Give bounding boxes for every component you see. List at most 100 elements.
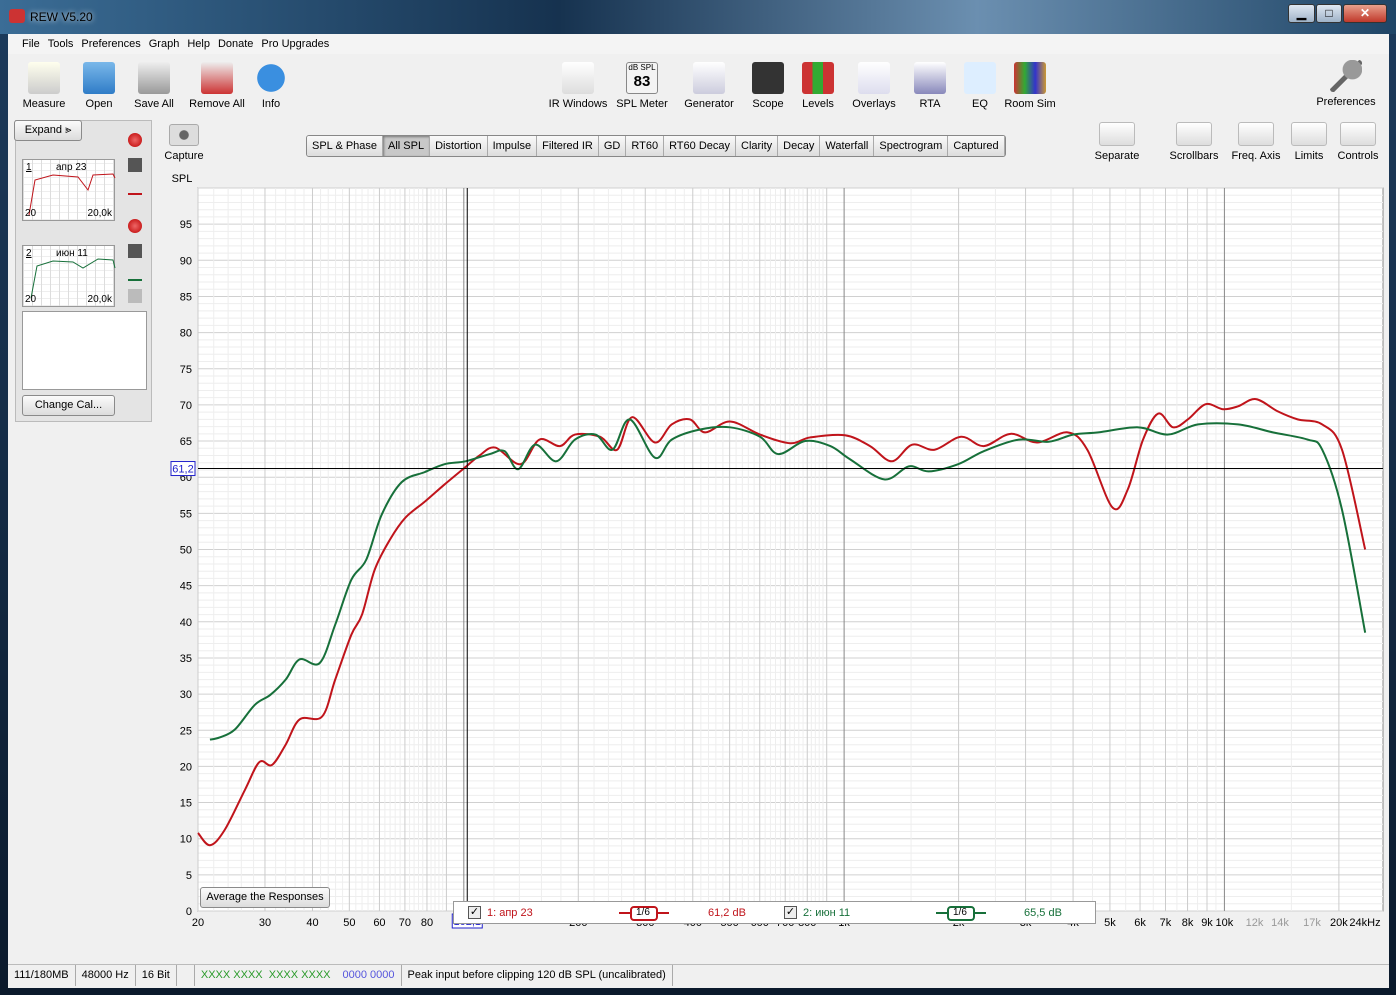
rta-button[interactable]: RTA: [900, 62, 960, 110]
smoothing-2-label: 1/6: [953, 907, 967, 918]
tab-spectrogram[interactable]: Spectrogram: [874, 136, 949, 156]
measurement-2-thumbnail[interactable]: 2 июн 11 20 20,0k: [22, 245, 116, 307]
control-label: Controls: [1337, 150, 1379, 162]
tab-filtered-ir[interactable]: Filtered IR: [537, 136, 599, 156]
toolbar-label: Info: [261, 98, 281, 110]
y-tick-label: 50: [180, 545, 192, 557]
remove-all-button[interactable]: Remove All: [187, 62, 247, 110]
x-tick-label: 7k: [1160, 917, 1172, 929]
remove-measurement-1-icon[interactable]: [128, 133, 142, 147]
measurement-1-checkbox[interactable]: ✓: [468, 906, 481, 919]
toolbar-label: Save All: [134, 98, 174, 110]
limits-button[interactable]: Limits: [1282, 122, 1336, 162]
minimize-button[interactable]: ▁: [1288, 4, 1315, 23]
preferences-button[interactable]: Preferences: [1311, 60, 1381, 108]
overlays-icon: [858, 62, 890, 94]
y-tick-label: 65: [180, 436, 192, 448]
toolbar-label: SPL Meter: [616, 98, 668, 110]
legend-label-1: 1: апр 23: [487, 907, 533, 919]
tab-decay[interactable]: Decay: [778, 136, 821, 156]
menu-graph[interactable]: Graph: [148, 38, 180, 50]
smoothing-1-icon[interactable]: [619, 906, 669, 921]
scope-button[interactable]: Scope: [738, 62, 798, 110]
save-measurement-2-icon[interactable]: [128, 244, 142, 258]
notes-area[interactable]: [22, 311, 147, 390]
tab-impulse[interactable]: Impulse: [487, 136, 538, 156]
open-button[interactable]: Open: [69, 62, 129, 110]
graph-legend: ✓ 1: апр 23 1/6 61,2 dB ✓ 2: июн 11 1/6 …: [453, 901, 1096, 924]
eq-button[interactable]: EQ: [950, 62, 1010, 110]
freq-axis-button[interactable]: Freq. Axis: [1226, 122, 1286, 162]
notes-icon[interactable]: [128, 289, 142, 303]
overlays-button[interactable]: Overlays: [844, 62, 904, 110]
rta-icon: [914, 62, 946, 94]
y-tick-label: 0: [186, 906, 192, 918]
smoothing-2-icon[interactable]: [936, 906, 986, 921]
peak-input-status: Peak input before clipping 120 dB SPL (u…: [402, 965, 673, 986]
toolbar-label: Levels: [802, 98, 834, 110]
measure-button[interactable]: Measure: [14, 62, 74, 110]
save-measurement-1-icon[interactable]: [128, 158, 142, 172]
measurement-number: 2: [26, 248, 32, 259]
generator-button[interactable]: Generator: [679, 62, 739, 110]
menu-pro-upgrades[interactable]: Pro Upgrades: [261, 38, 330, 50]
thumbnail-curve: [30, 258, 116, 299]
levels-button[interactable]: Levels: [788, 62, 848, 110]
x-tick-label: 60: [373, 917, 385, 929]
tab-rt60-decay[interactable]: RT60 Decay: [664, 136, 736, 156]
legend-value-2: 65,5 dB: [1024, 907, 1062, 919]
separate-button[interactable]: Separate: [1090, 122, 1144, 162]
menu-donate[interactable]: Donate: [217, 38, 254, 50]
tab-waterfall[interactable]: Waterfall: [820, 136, 875, 156]
toolbar-label: Open: [85, 98, 113, 110]
spl-graph[interactable]: SPL 0 5 10 15 20 25 30 35 40 45 50 55 60 65 70 75 80 85 90 9…: [0, 0, 1396, 960]
spl-meter-button[interactable]: dB SPL 83 SPL Meter: [612, 62, 672, 110]
tab-clarity[interactable]: Clarity: [736, 136, 779, 156]
measurements-panel: 1 апр 23 20 20,0k 2 июн 11 20 20,0k Chan…: [15, 120, 152, 422]
tab-distortion[interactable]: Distortion: [430, 136, 488, 156]
eq-icon: [964, 62, 996, 94]
edit-measurement-2-icon[interactable]: [128, 267, 142, 281]
tab-rt60[interactable]: RT60: [626, 136, 665, 156]
tab-spl-phase[interactable]: SPL & Phase: [307, 136, 384, 156]
tab-all-spl[interactable]: All SPL: [383, 136, 431, 156]
close-button[interactable]: ✕: [1343, 4, 1387, 23]
folder-icon: [83, 62, 115, 94]
scrollbars-button[interactable]: Scrollbars: [1164, 122, 1224, 162]
y-tick-label: 95: [180, 219, 192, 231]
x-tick-label: 5k: [1104, 917, 1116, 929]
ir-windows-button[interactable]: IR Windows: [548, 62, 608, 110]
controls-button[interactable]: Controls: [1331, 122, 1385, 162]
y-tick-label: 75: [180, 364, 192, 376]
menu-preferences[interactable]: Preferences: [81, 38, 141, 50]
x-tick-label: 40: [306, 917, 318, 929]
bit-depth-status: 16 Bit: [136, 965, 177, 986]
capture-button[interactable]: Capture: [158, 124, 210, 162]
menu-help[interactable]: Help: [187, 38, 210, 50]
menu-tools[interactable]: Tools: [47, 38, 74, 50]
x-tick-label: 6k: [1134, 917, 1146, 929]
series-line-1: [197, 398, 1367, 847]
y-axis-label: SPL: [172, 173, 193, 185]
generator-icon: [693, 62, 725, 94]
info-button[interactable]: Info: [241, 62, 301, 110]
change-cal-button[interactable]: Change Cal...: [22, 395, 115, 416]
tab-captured[interactable]: Captured: [948, 136, 1005, 156]
preferences-label: Preferences: [1316, 96, 1376, 108]
save-all-button[interactable]: Save All: [124, 62, 184, 110]
edit-measurement-1-icon[interactable]: [128, 181, 142, 195]
measurement-2-checkbox[interactable]: ✓: [784, 906, 797, 919]
average-responses-button[interactable]: Average the Responses: [200, 887, 330, 908]
tab-gd[interactable]: GD: [598, 136, 627, 156]
menu-file[interactable]: File: [22, 38, 40, 50]
room-sim-button[interactable]: Room Sim: [1000, 62, 1060, 110]
measurement-1-thumbnail[interactable]: 1 апр 23 20 20,0k: [22, 159, 116, 221]
maximize-button[interactable]: □: [1316, 4, 1342, 23]
y-tick-label: 40: [180, 617, 192, 629]
status-bar: 111/180MB 48000 Hz 16 Bit XXXX XXXX XXXX…: [8, 964, 1389, 986]
control-label: Separate: [1094, 150, 1140, 162]
toolbar-label: Scope: [752, 98, 784, 110]
remove-measurement-2-icon[interactable]: [128, 219, 142, 233]
expand-button[interactable]: Expand ⪢: [14, 120, 82, 141]
x-tick-label: 24kHz: [1349, 917, 1380, 929]
